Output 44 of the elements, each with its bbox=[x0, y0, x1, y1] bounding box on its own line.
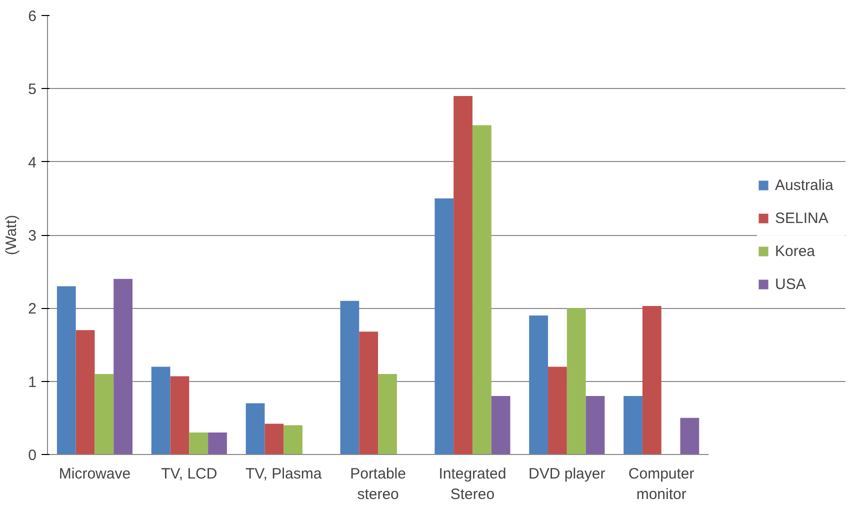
bar bbox=[566, 308, 586, 454]
legend-label: Australia bbox=[775, 176, 834, 194]
y-axis-title: (Watt) bbox=[3, 214, 20, 256]
bar bbox=[529, 315, 548, 454]
bar bbox=[76, 330, 95, 454]
bar bbox=[491, 396, 510, 454]
bar bbox=[680, 418, 700, 454]
x-tick-label: Integrated Stereo bbox=[438, 466, 506, 503]
bar bbox=[359, 332, 378, 454]
bar bbox=[586, 396, 605, 454]
x-tick-label: TV, Plasma bbox=[246, 466, 322, 482]
bar bbox=[378, 374, 397, 454]
x-tick-label: TV, LCD bbox=[161, 466, 218, 482]
bar bbox=[189, 432, 208, 454]
y-tick-label: 6 bbox=[28, 8, 36, 25]
y-tick-label: 3 bbox=[28, 228, 36, 244]
bar bbox=[56, 286, 76, 454]
legend-label: SELINA bbox=[775, 210, 830, 226]
y-tick-label: 4 bbox=[28, 154, 36, 172]
bar bbox=[434, 198, 454, 454]
x-tick-label: Microwave bbox=[58, 466, 131, 482]
y-tick-label: 1 bbox=[28, 374, 36, 391]
bar bbox=[454, 96, 472, 454]
bar bbox=[94, 374, 114, 454]
y-tick-label: 2 bbox=[28, 300, 36, 318]
bar bbox=[642, 306, 662, 454]
bar bbox=[624, 396, 642, 454]
bar bbox=[170, 376, 190, 454]
x-tick-label: Computer monitor bbox=[628, 466, 694, 503]
x-tick-label: DVD player bbox=[528, 466, 606, 482]
bar bbox=[208, 432, 227, 454]
bar bbox=[114, 278, 132, 454]
bar bbox=[472, 125, 492, 454]
bar bbox=[548, 366, 567, 454]
x-tick-label: Portable stereo bbox=[350, 466, 406, 503]
y-tick-label: 5 bbox=[28, 81, 36, 98]
bar bbox=[340, 300, 360, 454]
bar bbox=[264, 424, 284, 454]
legend-label: USA bbox=[775, 276, 807, 292]
legend-label: Korea bbox=[775, 242, 816, 260]
y-tick-label: 0 bbox=[28, 447, 36, 464]
bar bbox=[246, 403, 265, 454]
bar bbox=[151, 366, 170, 454]
bar bbox=[284, 425, 302, 454]
